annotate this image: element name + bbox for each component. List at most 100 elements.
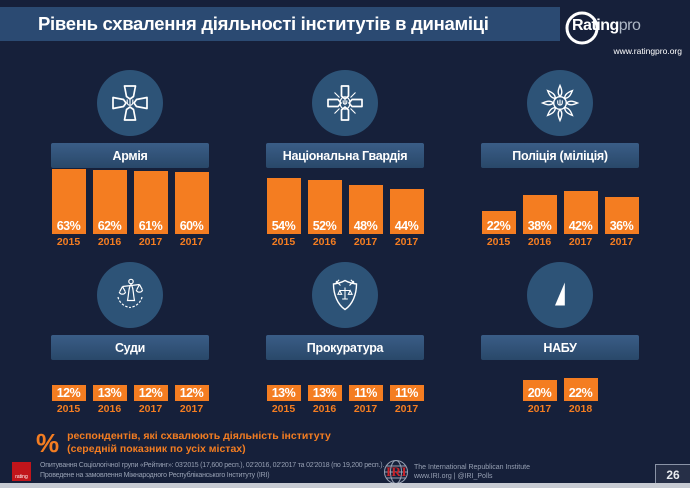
ratingpro-wordmark-bold: Rating xyxy=(572,17,619,34)
panel-courts: Суди 12% 2015 13% 2016 12% 2017 12% 2017 xyxy=(25,262,235,415)
bar-year-label: 2017 xyxy=(138,403,163,415)
prosecutor-emblem-icon xyxy=(312,262,378,328)
bar-year-label: 2018 xyxy=(568,403,593,415)
panel-army: Армія 63% 2015 62% 2016 61% 2017 60% 2017 xyxy=(25,70,235,248)
bar-rect: 61% xyxy=(133,171,168,234)
bar-value-label: 52% xyxy=(312,219,337,233)
bar-rect: 12% xyxy=(133,385,168,401)
bar-value-label: 22% xyxy=(568,386,593,400)
bar-rect: 12% xyxy=(51,385,86,401)
footnote-line2: (середній показник по усіх містах) xyxy=(67,443,246,455)
panel-title-bar: Армія xyxy=(51,143,209,168)
bar-year-label: 2016 xyxy=(97,403,122,415)
panel-title-bar: Національна Гвардія xyxy=(266,143,424,168)
panel-national-guard: Національна Гвардія 54% 2015 52% 2016 48% 201… xyxy=(240,70,450,248)
bar-group: 54% 2015 52% 2016 48% 2017 44% 2017 xyxy=(266,178,424,248)
footer: rating Опитування Соціологічної групи «Р… xyxy=(0,459,690,485)
rating-group-logo-label: rating xyxy=(15,474,28,480)
bar-rect: 52% xyxy=(307,180,342,234)
panel-title-bar: Поліція (міліція) xyxy=(481,143,639,168)
bar-nabu-0: 20% 2017 xyxy=(522,380,557,415)
bar-courts-2: 12% 2017 xyxy=(133,385,168,415)
bar-value-label: 60% xyxy=(179,219,204,233)
bar-year-label: 2017 xyxy=(179,236,204,248)
panel-title-label: Поліція (міліція) xyxy=(512,148,608,163)
bar-year-label: 2016 xyxy=(312,403,337,415)
guard-emblem-icon xyxy=(312,70,378,136)
bar-value-label: 22% xyxy=(486,219,511,233)
footnote: % респондентів, які схвалюють діяльність… xyxy=(36,430,331,456)
bar-rect: 11% xyxy=(389,385,424,401)
iri-caption: The International Republican Institute w… xyxy=(414,463,530,481)
page-title: Рівень схвалення діяльності інститутів в… xyxy=(38,13,489,34)
panel-title-label: Суди xyxy=(114,340,146,355)
footnote-line1: респондентів, які схвалюють діяльність і… xyxy=(67,430,331,442)
bar-year-label: 2017 xyxy=(394,236,419,248)
bar-courts-3: 12% 2017 xyxy=(174,385,209,415)
bar-rect: 20% xyxy=(522,380,557,401)
percent-symbol: % xyxy=(36,428,60,458)
bar-nabu-1: 22% 2018 xyxy=(563,378,598,415)
survey-note-line1: Опитування Соціологічної групи «Рейтинг»… xyxy=(40,462,385,469)
bar-rect: 11% xyxy=(348,385,383,401)
bar-police-1: 38% 2016 xyxy=(522,195,557,248)
bar-value-label: 62% xyxy=(97,219,122,233)
panel-police: Поліція (міліція) 22% 2015 38% 2016 42% 2017 3… xyxy=(455,70,665,248)
bar-year-label: 2017 xyxy=(138,236,163,248)
ratingpro-logo: Ratingpro www.ratingpro.org xyxy=(564,8,684,58)
bar-rect: 44% xyxy=(389,189,424,234)
ratingpro-url: www.ratingpro.org xyxy=(613,46,682,56)
bar-value-label: 42% xyxy=(568,219,593,233)
bar-rect: 22% xyxy=(563,378,598,401)
bar-army-1: 62% 2016 xyxy=(92,170,127,248)
bar-year-label: 2017 xyxy=(609,236,634,248)
iri-logo: IRI xyxy=(383,459,409,485)
bar-national-guard-2: 48% 2017 xyxy=(348,185,383,248)
bar-value-label: 54% xyxy=(271,219,296,233)
bar-value-label: 12% xyxy=(138,386,163,400)
bar-year-label: 2017 xyxy=(527,403,552,415)
bar-police-0: 22% 2015 xyxy=(481,211,516,248)
panel-title-label: Прокуратура xyxy=(306,340,384,355)
bar-year-label: 2017 xyxy=(179,403,204,415)
iri-caption-line1: The International Republican Institute xyxy=(414,464,530,471)
bar-rect: 48% xyxy=(348,185,383,234)
bar-value-label: 44% xyxy=(394,219,419,233)
bar-army-2: 61% 2017 xyxy=(133,171,168,248)
bar-rect: 22% xyxy=(481,211,516,234)
bar-army-0: 63% 2015 xyxy=(51,169,86,248)
bar-year-label: 2015 xyxy=(486,236,511,248)
bar-year-label: 2016 xyxy=(97,236,122,248)
rating-group-logo: rating xyxy=(12,462,31,481)
panel-title-label: Армія xyxy=(112,148,148,163)
bar-value-label: 63% xyxy=(56,219,81,233)
ratingpro-circle-icon xyxy=(564,10,600,51)
army-emblem-icon xyxy=(97,70,163,136)
bar-year-label: 2017 xyxy=(353,236,378,248)
courts-emblem-icon xyxy=(97,262,163,328)
bar-group: 12% 2015 13% 2016 12% 2017 12% 2017 xyxy=(51,385,209,415)
panel-nabu: НАБУ 20% 2017 22% 2018 xyxy=(455,262,665,415)
bar-year-label: 2015 xyxy=(271,236,296,248)
bar-courts-0: 12% 2015 xyxy=(51,385,86,415)
bar-police-3: 36% 2017 xyxy=(604,197,639,248)
bar-prosecutor-0: 13% 2015 xyxy=(266,385,301,415)
bar-value-label: 12% xyxy=(179,386,204,400)
page-number: 26 xyxy=(666,467,680,482)
bar-group: 22% 2015 38% 2016 42% 2017 36% 2017 xyxy=(481,191,639,248)
bar-rect: 36% xyxy=(604,197,639,234)
bar-army-3: 60% 2017 xyxy=(174,172,209,248)
bar-year-label: 2015 xyxy=(56,236,81,248)
bar-value-label: 13% xyxy=(312,386,337,400)
panel-title-bar: Прокуратура xyxy=(266,335,424,360)
page-number-box: 26 xyxy=(655,464,690,484)
bar-value-label: 61% xyxy=(138,219,163,233)
survey-note: Опитування Соціологічної групи «Рейтинг»… xyxy=(40,461,384,480)
bar-national-guard-3: 44% 2017 xyxy=(389,189,424,248)
footnote-text: респондентів, які схвалюють діяльність і… xyxy=(67,430,331,456)
bar-rect: 62% xyxy=(92,170,127,234)
ratingpro-wordmark-light: pro xyxy=(618,17,641,34)
panel-title-label: Національна Гвардія xyxy=(282,148,408,163)
bar-group: 20% 2017 22% 2018 xyxy=(522,378,598,415)
